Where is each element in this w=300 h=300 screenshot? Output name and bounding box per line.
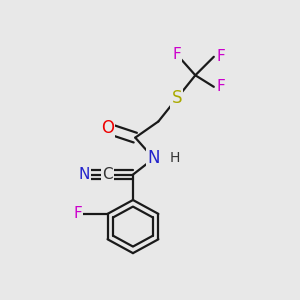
- Text: C: C: [102, 167, 113, 182]
- Text: S: S: [172, 89, 182, 107]
- Text: F: F: [216, 79, 225, 94]
- Text: F: F: [74, 206, 82, 221]
- Text: F: F: [172, 47, 181, 62]
- Text: H: H: [170, 152, 180, 165]
- Text: N: N: [79, 167, 90, 182]
- Text: O: O: [101, 119, 114, 137]
- Text: N: N: [148, 149, 160, 167]
- Text: F: F: [216, 49, 225, 64]
